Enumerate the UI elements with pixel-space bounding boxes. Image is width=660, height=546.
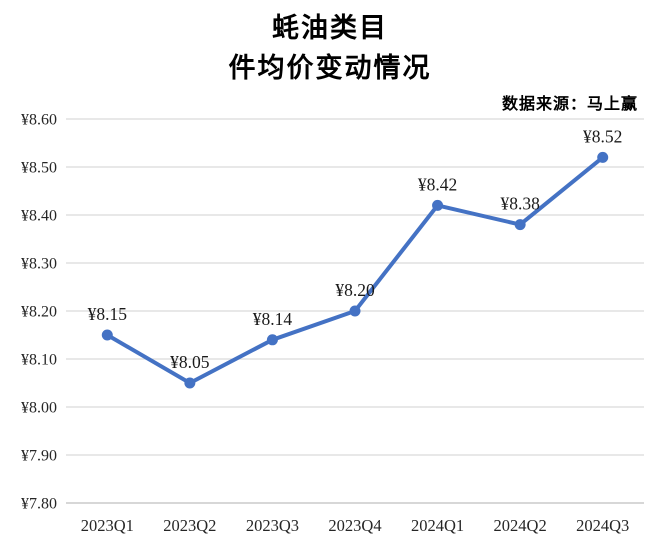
y-tick-label: ¥8.30 <box>21 256 57 273</box>
y-tick-label: ¥8.00 <box>21 400 57 417</box>
y-tick-label: ¥8.10 <box>21 352 57 369</box>
data-point-marker <box>266 334 278 346</box>
data-point-marker <box>514 219 526 231</box>
chart-title: 蚝油类目 件均价变动情况 <box>0 8 660 88</box>
chart-title-line1: 蚝油类目 <box>272 13 388 43</box>
x-tick-label: 2024Q3 <box>576 516 629 535</box>
data-source-note: 数据来源：马上赢 <box>501 96 638 113</box>
data-point-label: ¥8.14 <box>253 309 293 329</box>
y-tick-label: ¥8.20 <box>21 304 57 321</box>
data-point-marker <box>184 377 196 389</box>
data-point-label: ¥8.38 <box>500 194 540 214</box>
data-point-label: ¥8.15 <box>88 304 128 324</box>
x-tick-label: 2023Q1 <box>81 516 134 535</box>
data-point-label: ¥8.42 <box>418 174 457 194</box>
data-point-label: ¥8.20 <box>335 280 375 300</box>
x-tick-label: 2024Q2 <box>494 516 547 535</box>
data-point-marker <box>349 305 361 317</box>
x-tick-label: 2024Q1 <box>411 516 464 535</box>
y-tick-label: ¥7.90 <box>21 448 57 465</box>
data-point-marker <box>432 199 444 211</box>
data-point-marker <box>597 151 609 163</box>
data-point-marker <box>101 329 113 341</box>
price-line-series <box>105 155 605 385</box>
chart-title-line2: 件均价变动情况 <box>228 53 432 83</box>
y-tick-label: ¥8.40 <box>21 208 57 225</box>
data-point-label: ¥8.05 <box>170 352 210 372</box>
x-tick-label: 2023Q4 <box>328 516 381 535</box>
data-point-label: ¥8.52 <box>583 126 622 146</box>
x-tick-label: 2023Q3 <box>246 516 299 535</box>
x-tick-label: 2023Q2 <box>163 516 216 535</box>
y-tick-label: ¥8.60 <box>21 112 57 129</box>
y-tick-label: ¥7.80 <box>21 496 57 513</box>
y-tick-label: ¥8.50 <box>21 160 57 177</box>
